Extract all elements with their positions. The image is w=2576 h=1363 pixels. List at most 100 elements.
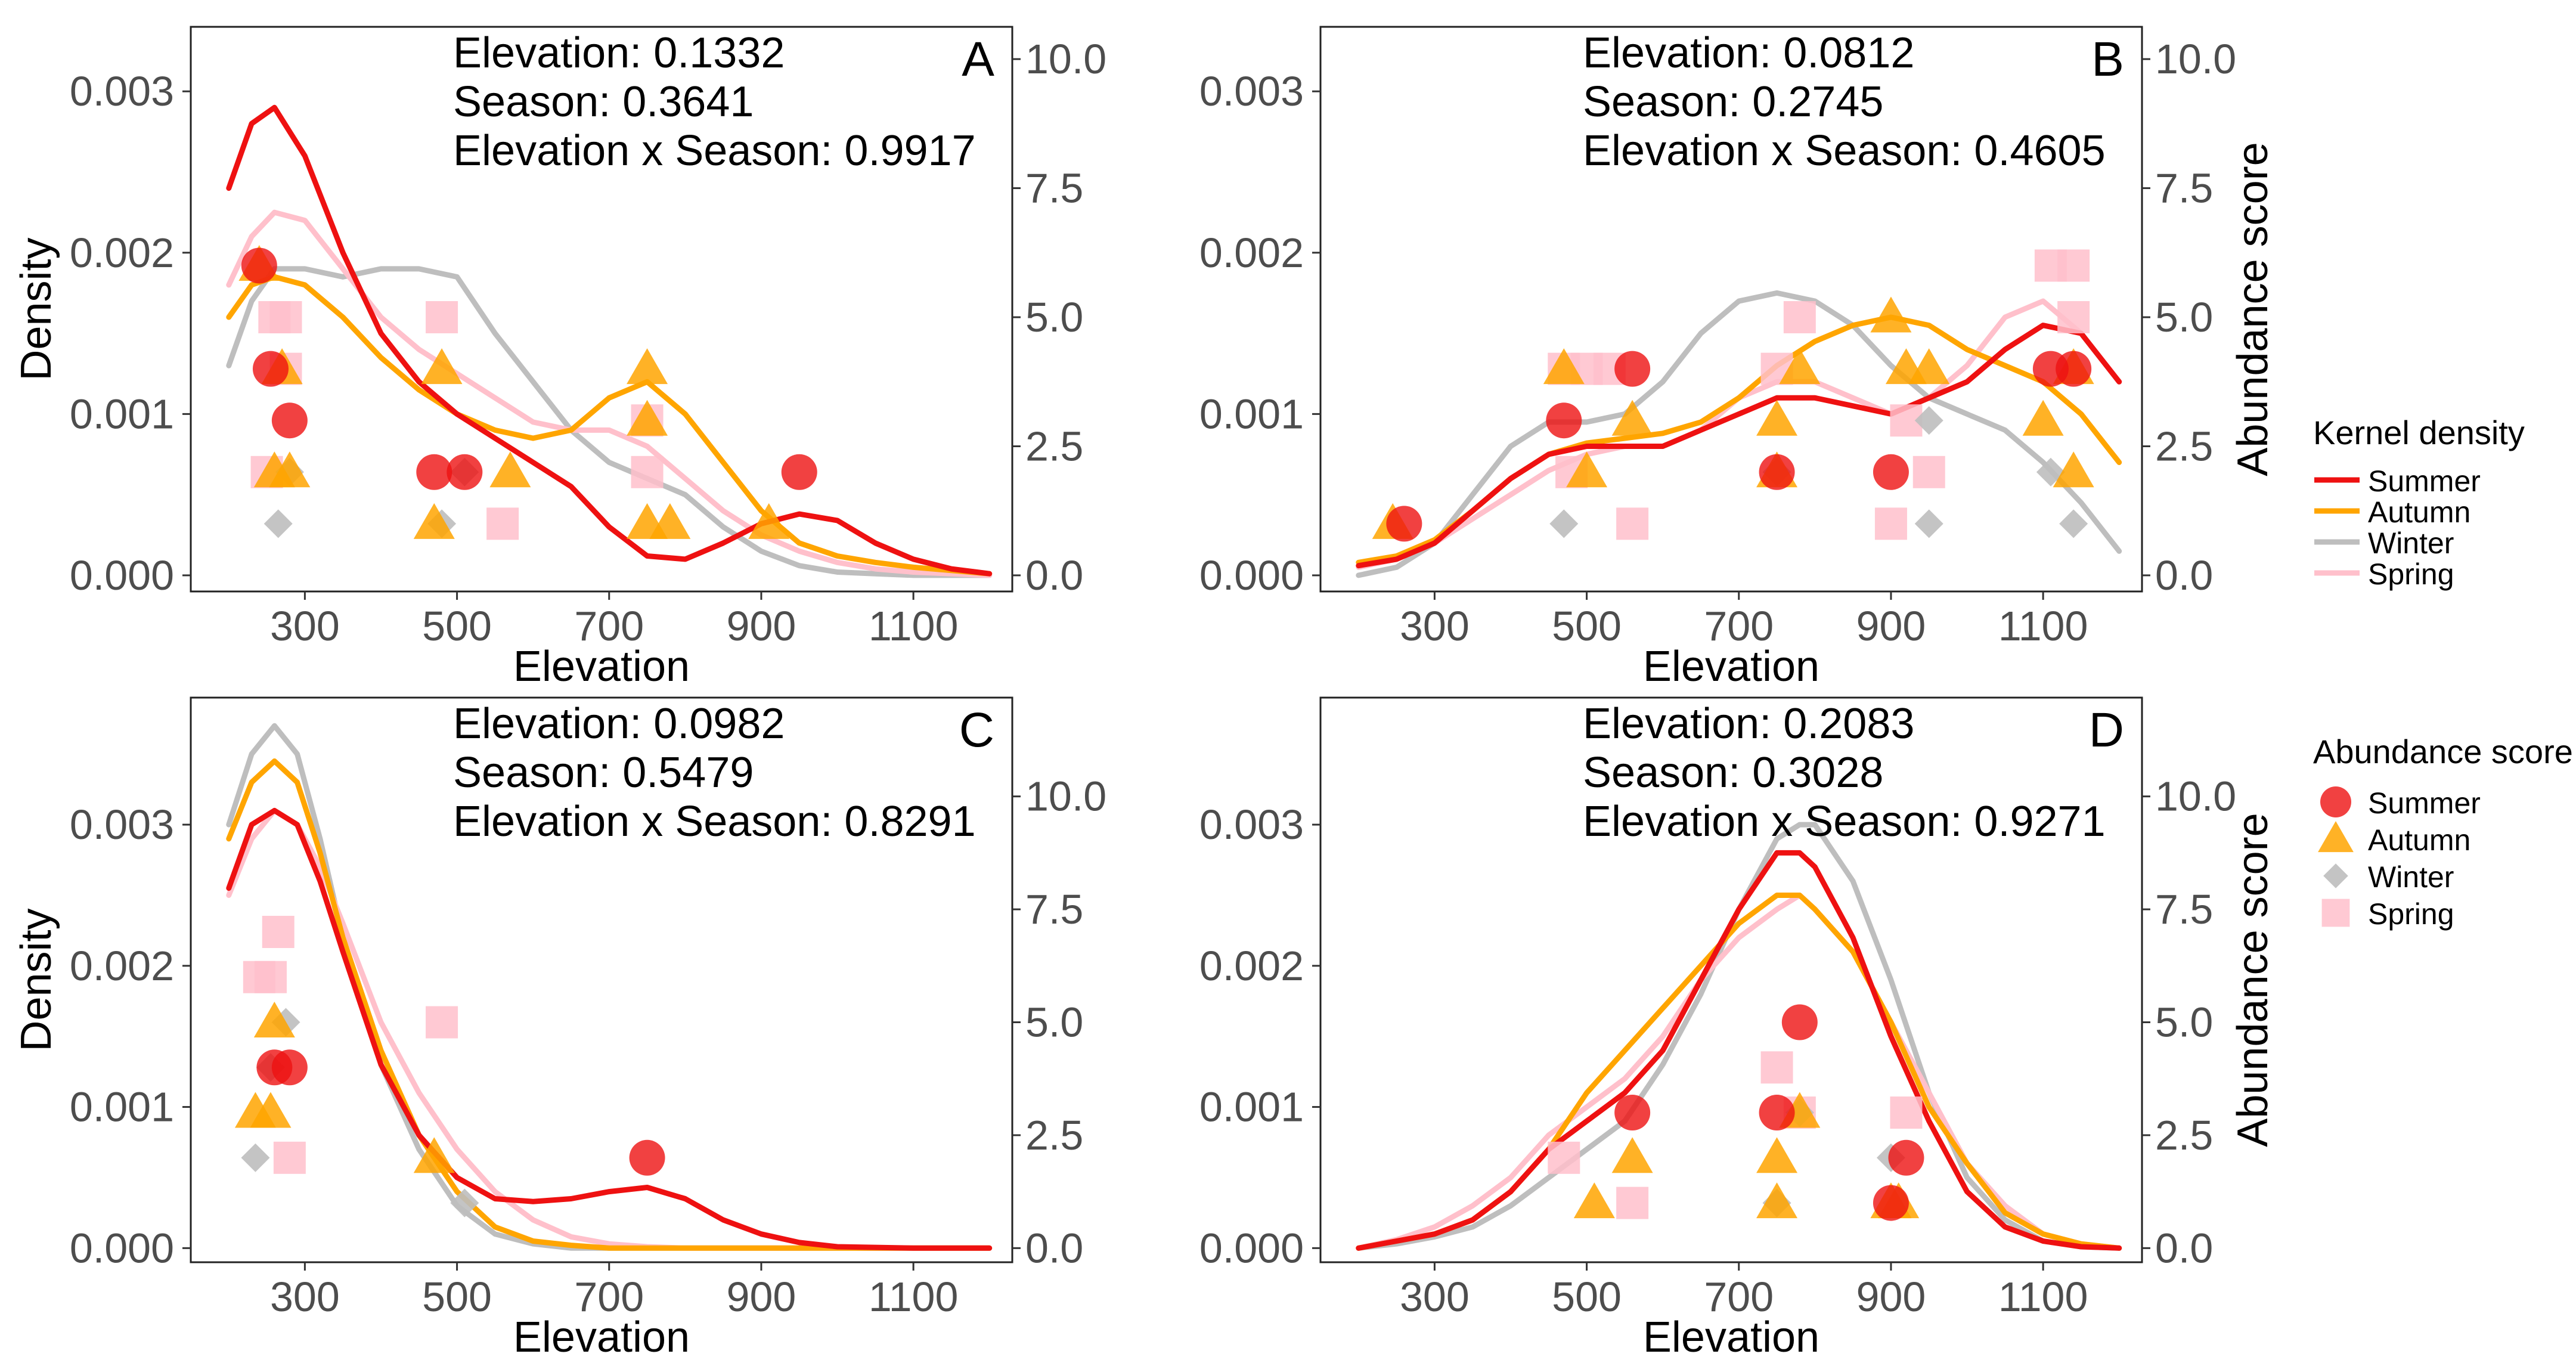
abundance-point-summer [629, 1139, 665, 1176]
abundance-point-autumn [1756, 399, 1798, 436]
x-axis-label: Elevation [513, 1314, 690, 1361]
abundance-point-spring [1616, 1187, 1649, 1219]
y-axis-label: Density [13, 237, 60, 380]
x-axis-label: Elevation [1643, 1314, 1819, 1361]
abundance-point-spring [426, 301, 458, 334]
stat-line: Elevation x Season: 0.8291 [453, 798, 976, 845]
density-line-autumn [226, 758, 993, 1251]
y-tick-label: 0.001 [70, 1084, 174, 1130]
y-tick-label: 0.003 [70, 801, 174, 848]
abundance-point-winter [241, 1143, 270, 1172]
abundance-point-summer [1781, 1004, 1818, 1040]
stat-line: Elevation: 0.2083 [1583, 700, 1914, 748]
abundance-point-autumn [421, 348, 463, 385]
abundance-point-autumn [1756, 1137, 1798, 1173]
y-tick-label: 0.003 [70, 68, 174, 114]
abundance-point-summer [1759, 454, 1795, 490]
x-tick-label: 300 [270, 603, 340, 649]
abundance-point-autumn [1543, 348, 1585, 385]
abundance-point-autumn [253, 1002, 295, 1038]
abundance-point-autumn [2022, 399, 2064, 436]
y2-tick-label: 2.5 [2155, 1112, 2213, 1158]
legend-label: Spring [2368, 897, 2454, 931]
panel-letter: A [962, 32, 994, 86]
x-tick-label: 500 [1552, 603, 1622, 649]
stat-line: Elevation: 0.1332 [453, 29, 785, 77]
y2-tick-label: 7.5 [2155, 886, 2213, 933]
stat-line: Elevation: 0.0812 [1583, 29, 1914, 77]
x-tick-label: 500 [1552, 1274, 1622, 1320]
legend-marker-winter [2323, 863, 2348, 888]
abundance-point-winter [1914, 406, 1943, 435]
abundance-point-summer [271, 402, 308, 439]
abundance-point-summer [1546, 402, 1582, 439]
y2-tick-label: 0.0 [2155, 1225, 2213, 1271]
abundance-point-autumn [489, 451, 531, 488]
x-tick-label: 900 [1856, 1274, 1926, 1320]
density-line-summer [1356, 323, 2122, 569]
x-tick-label: 900 [1856, 603, 1926, 649]
density-line-autumn [226, 274, 993, 577]
x-tick-label: 700 [1704, 1274, 1774, 1320]
abundance-point-spring [426, 1006, 458, 1039]
legend-marker-summer [2320, 786, 2351, 817]
panel-C: 0.000 0.001 0.002 0.003 0.0 2.5 5.0 7.5 10.0 300 5… [13, 696, 1106, 1361]
density-line-winter [226, 266, 993, 578]
abundance-point-autumn [748, 503, 790, 539]
y-tick-label: 0.002 [1199, 230, 1304, 276]
y2-tick-label: 0.0 [1025, 1225, 1083, 1271]
abundance-point-autumn [1611, 1137, 1653, 1173]
stat-line: Season: 0.5479 [453, 749, 754, 797]
y-tick-label: 0.002 [70, 943, 174, 989]
y-tick-label: 0.001 [70, 391, 174, 437]
abundance-point-summer [1888, 1139, 1924, 1176]
x-tick-label: 1100 [1998, 603, 2088, 649]
abundance-point-spring [2057, 301, 2090, 334]
y2-tick-label: 2.5 [1025, 1112, 1083, 1158]
panel-letter: C [959, 703, 994, 757]
abundance-point-spring [1616, 507, 1649, 540]
y2-tick-label: 10.0 [1025, 36, 1106, 82]
abundance-point-summer [241, 247, 277, 284]
abundance-point-summer [1614, 1095, 1651, 1131]
abundance-point-autumn [2053, 451, 2094, 488]
legend-label: Summer [2368, 464, 2481, 498]
y-axis-label: Density [13, 908, 60, 1051]
abundance-point-autumn [627, 399, 668, 436]
legend-marker-spring [2321, 899, 2350, 927]
y2-tick-label: 0.0 [1025, 552, 1083, 599]
stat-line: Season: 0.3028 [1583, 749, 1883, 797]
plot-frame [190, 26, 1013, 593]
abundance-point-summer [447, 454, 483, 490]
abundance-point-winter [450, 1188, 479, 1218]
abundance-point-spring [1912, 456, 1945, 488]
abundance-point-winter [2059, 509, 2088, 538]
density-line-winter [1356, 822, 2122, 1251]
abundance-point-autumn [649, 503, 691, 539]
abundance-point-autumn [413, 503, 455, 539]
legend-label: Winter [2368, 860, 2454, 894]
y-tick-label: 0.000 [1199, 552, 1304, 599]
abundance-point-summer [1386, 506, 1422, 542]
abundance-point-spring [486, 507, 519, 540]
panel-letter: B [2091, 32, 2124, 86]
x-tick-label: 900 [727, 1274, 796, 1320]
x-tick-label: 300 [270, 1274, 340, 1320]
y2-tick-label: 2.5 [1025, 423, 1083, 469]
y-tick-label: 0.002 [70, 230, 174, 276]
abundance-point-summer [1759, 1095, 1795, 1131]
abundance-point-summer [1873, 1185, 1909, 1221]
y2-tick-label: 7.5 [2155, 165, 2213, 212]
density-line-spring [226, 209, 993, 578]
abundance-point-winter [1914, 509, 1943, 538]
x-tick-label: 500 [422, 603, 492, 649]
density-line-winter [1356, 290, 2122, 578]
abundance-point-autumn [269, 451, 311, 488]
legend-title: Kernel density [2313, 414, 2525, 451]
x-tick-label: 1100 [869, 1274, 959, 1320]
legend-label: Autumn [2368, 823, 2470, 857]
abundance-point-spring [1874, 507, 1907, 540]
x-tick-label: 900 [727, 603, 796, 649]
